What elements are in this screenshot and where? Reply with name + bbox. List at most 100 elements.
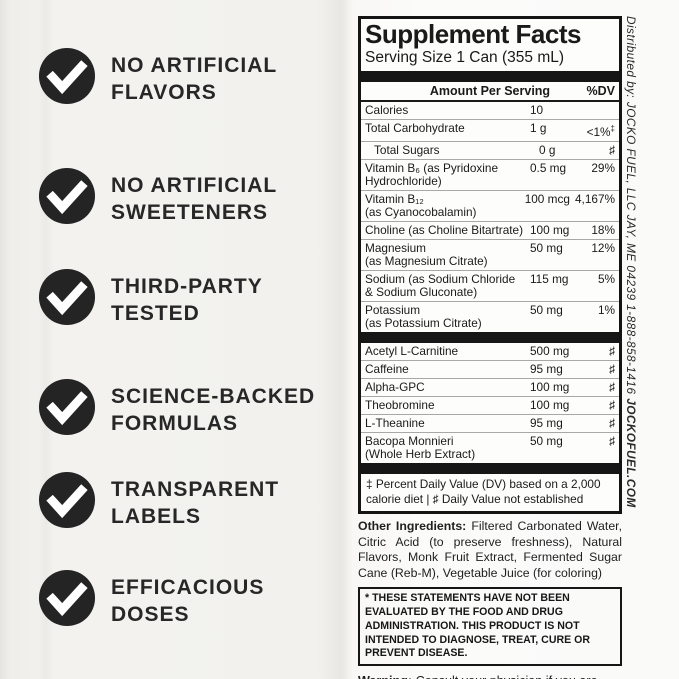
nutrient-row: Sodium (as Sodium Chloride & Sodium Gluco…: [361, 270, 619, 301]
distributor-website: JOCKOFUEL.COM: [624, 398, 638, 508]
claim-item: THIRD-PARTY TESTED: [38, 268, 263, 331]
nutrient-amount: 95 mg: [530, 416, 563, 431]
nutrient-row: Alpha-GPC 100 mg ♯: [361, 378, 619, 396]
nutrient-dv: 29%: [591, 161, 615, 176]
claim-item: NO ARTIFICIAL SWEETENERS: [38, 167, 277, 230]
nutrient-amount: 100 mcg: [524, 192, 570, 207]
other-ingredients-text: Filtered Carbonated Water, Citric Acid (…: [358, 519, 622, 580]
nutrient-amount: 50 mg: [530, 303, 563, 318]
nutrient-row: Bacopa Monnieri (Whole Herb Extract) 50 m…: [361, 432, 619, 463]
claim-label: TRANSPARENT LABELS: [111, 477, 280, 528]
nutrient-amount: 50 mg: [530, 434, 563, 449]
claim-label: EFFICACIOUS DOSES: [111, 575, 265, 626]
nutrient-name: Magnesium (as Magnesium Citrate): [365, 241, 488, 269]
dv-header: %DV: [586, 84, 615, 99]
nutrient-row: Potassium (as Potassium Citrate) 50 mg 1%: [361, 301, 619, 332]
nutrient-row: Total Carbohydrate 1 g <1%‡: [361, 119, 619, 141]
amount-header: Amount Per Serving: [429, 84, 551, 99]
nutrient-rows-main: Calories 10 Total Carbohydrate 1 g <1%‡ …: [361, 102, 619, 332]
nutrient-name: Alpha-GPC: [365, 380, 425, 395]
claim-label: THIRD-PARTY TESTED: [111, 274, 263, 325]
nutrient-dv: 18%: [591, 223, 615, 238]
nutrient-amount: 0.5 mg: [530, 161, 567, 176]
nutrient-amount: 500 mg: [530, 344, 570, 359]
checkmark-icon: [38, 378, 96, 441]
label-column: Supplement Facts Serving Size 1 Can (355…: [358, 16, 622, 679]
nutrient-rows-secondary: Acetyl L-Carnitine 500 mg ♯ Caffeine 95 …: [361, 343, 619, 463]
checkmark-icon: [38, 569, 96, 632]
supplement-facts-panel: Supplement Facts Serving Size 1 Can (355…: [358, 16, 622, 515]
nutrient-amount: 100 mg: [530, 380, 570, 395]
claim-label: SCIENCE-BACKED FORMULAS: [111, 384, 316, 435]
nutrient-name: Potassium (as Potassium Citrate): [365, 303, 482, 331]
nutrient-amount: 0 g: [539, 143, 556, 158]
nutrient-amount: 1 g: [530, 121, 547, 136]
warning-text: Warning: Consult your physician if you a…: [358, 673, 622, 679]
nutrient-amount: 115 mg: [530, 272, 569, 287]
nutrient-row: Caffeine 95 mg ♯: [361, 360, 619, 378]
checkmark-icon: [38, 167, 96, 230]
claim-item: EFFICACIOUS DOSES: [38, 569, 264, 632]
nutrient-dv: ♯: [609, 398, 615, 413]
divider-bar: [361, 332, 619, 344]
nutrient-row: Choline (as Choline Bitartrate) 100 mg 1…: [361, 221, 619, 239]
nutrient-name: Theobromine: [365, 398, 435, 413]
checkmark-icon: [38, 268, 96, 331]
nutrient-name: Total Carbohydrate: [365, 121, 465, 136]
serving-size: Serving Size 1 Can (355 mL): [365, 49, 565, 67]
nutrient-name: Bacopa Monnieri (Whole Herb Extract): [365, 434, 476, 462]
nutrient-amount: 50 mg: [530, 241, 563, 256]
nutrient-dv: 4,167%: [574, 192, 615, 207]
fda-disclaimer-box: * THESE STATEMENTS HAVE NOT BEEN EVALUAT…: [358, 587, 622, 667]
nutrient-row: Calories 10: [361, 102, 619, 119]
other-ingredients: Other Ingredients: Filtered Carbonated W…: [358, 519, 622, 581]
claim-label: NO ARTIFICIAL SWEETENERS: [111, 173, 278, 224]
claims-list: NO ARTIFICIAL FLAVORS NO ARTIFICIAL SWEETE…: [38, 0, 348, 679]
nutrient-row: Magnesium (as Magnesium Citrate) 50 mg 12…: [361, 239, 619, 270]
other-ingredients-label: Other Ingredients:: [358, 519, 467, 534]
nutrient-dv: ♯: [609, 380, 615, 395]
nutrient-amount: 95 mg: [530, 362, 563, 377]
nutrient-name: Calories: [365, 103, 409, 118]
warning-label: Warning:: [358, 674, 412, 679]
warning-body: Consult your physician if you are pregna…: [358, 674, 622, 679]
nutrient-dv: ♯: [609, 143, 615, 158]
nutrient-name: Total Sugars: [374, 143, 440, 158]
nutrient-dv: <1%‡: [586, 124, 615, 140]
nutrient-name: Acetyl L-Carnitine: [365, 344, 459, 359]
nutrient-amount: 100 mg: [530, 223, 570, 238]
nutrient-dv: ♯: [609, 362, 615, 377]
nutrient-amount: 10: [530, 103, 544, 118]
panel-title: Supplement Facts: [365, 19, 581, 49]
claim-item: NO ARTIFICIAL FLAVORS: [38, 47, 277, 110]
nutrient-row: Vitamin B₆ (as Pyridoxine Hydrochloride) …: [361, 159, 619, 190]
divider-bar: [361, 71, 619, 83]
nutrient-row: Acetyl L-Carnitine 500 mg ♯: [361, 343, 619, 360]
nutrient-name: Sodium (as Sodium Chloride & Sodium Gluco…: [365, 272, 516, 300]
nutrient-name: Choline (as Choline Bitartrate): [365, 223, 524, 238]
claim-label: NO ARTIFICIAL FLAVORS: [111, 53, 278, 104]
checkmark-icon: [38, 471, 96, 534]
claim-item: TRANSPARENT LABELS: [38, 471, 279, 534]
distributor-vertical-text: Distributed by: JOCKO FUEL, LLC JAY, ME …: [624, 16, 638, 524]
nutrient-dv: 5%: [597, 272, 615, 287]
dv-footnote: ‡ Percent Daily Value (DV) based on a 2,…: [366, 477, 601, 506]
claim-item: SCIENCE-BACKED FORMULAS: [38, 378, 315, 441]
distributor-info: Distributed by: JOCKO FUEL, LLC JAY, ME …: [624, 16, 638, 399]
nutrient-amount: 100 mg: [530, 398, 570, 413]
nutrient-row: L-Theanine 95 mg ♯: [361, 414, 619, 432]
column-header: Amount Per Serving %DV: [361, 82, 619, 103]
nutrient-row: Theobromine 100 mg ♯: [361, 396, 619, 414]
nutrient-dv: 12%: [591, 241, 615, 256]
nutrient-name: Vitamin B₆ (as Pyridoxine Hydrochloride): [365, 161, 499, 189]
nutrient-dv: ♯: [609, 344, 615, 359]
checkmark-icon: [38, 47, 96, 110]
nutrient-name: L-Theanine: [365, 416, 425, 431]
nutrient-row: Total Sugars 0 g ♯: [361, 141, 619, 159]
nutrient-row: Vitamin B₁₂ (as Cyanocobalamin) 100 mcg 4…: [361, 190, 619, 221]
nutrient-name: Caffeine: [365, 362, 409, 377]
nutrient-dv: ♯: [609, 416, 615, 431]
nutrient-dv: ♯: [609, 434, 615, 449]
divider-bar: [361, 463, 619, 475]
